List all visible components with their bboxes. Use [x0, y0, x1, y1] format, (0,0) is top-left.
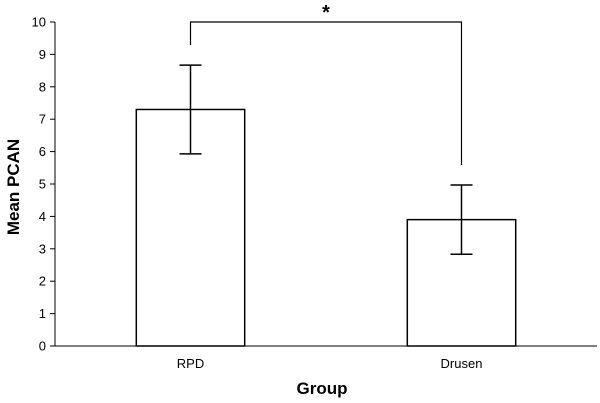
y-axis-ticks: 0 1 2 3 4 5 6 7 8 9 10	[32, 15, 55, 354]
y-tick-label: 1	[39, 306, 46, 321]
y-tick-label: 4	[39, 209, 46, 224]
y-axis-title: Mean PCAN	[4, 139, 23, 235]
y-tick-label: 7	[39, 112, 46, 127]
y-tick-label: 3	[39, 241, 46, 256]
axes	[54, 22, 597, 347]
y-tick-label: 9	[39, 47, 46, 62]
significance-bracket: *	[189, 2, 463, 165]
y-tick-label: 6	[39, 144, 46, 159]
significance-asterisk: *	[322, 2, 330, 24]
x-axis-ticks: RPD Drusen	[177, 356, 483, 371]
x-tick-label: Drusen	[441, 356, 483, 371]
x-tick-label: RPD	[177, 356, 204, 371]
y-tick-label: 5	[39, 177, 46, 192]
y-tick-label: 0	[39, 339, 46, 354]
bracket-line	[189, 21, 463, 165]
bars	[135, 108, 517, 347]
y-tick-label: 8	[39, 79, 46, 94]
x-axis-title: Group	[297, 379, 348, 398]
y-tick-label: 2	[39, 274, 46, 289]
error-bars	[179, 64, 473, 256]
y-tick-label: 10	[32, 15, 46, 30]
